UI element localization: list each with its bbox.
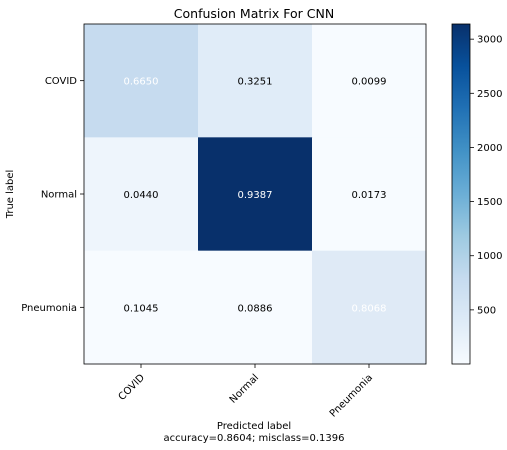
heatmap-cell xyxy=(198,250,313,365)
heatmap-cell xyxy=(84,250,199,365)
x-axis-ticks: COVID Normal Pneumonia xyxy=(117,364,375,420)
colorbar-ticks: 500 1000 1500 2000 2500 3000 xyxy=(470,35,502,316)
y-tick-label: COVID xyxy=(45,76,77,87)
heatmap-cell xyxy=(312,250,427,365)
cell-value-label: 0.0440 xyxy=(124,190,159,201)
x-tick-label: Pneumonia xyxy=(328,372,375,419)
cell-value-label: 0.1045 xyxy=(124,303,159,314)
heatmap-cell xyxy=(198,24,313,138)
cell-value-label: 0.8068 xyxy=(352,303,387,314)
x-tick-label: Normal xyxy=(228,372,261,405)
y-axis-ticks: COVID Normal Pneumonia xyxy=(21,76,84,314)
heatmap-cell xyxy=(84,137,199,252)
cell-value-label: 0.3251 xyxy=(238,77,273,88)
heatmap-cell xyxy=(312,24,427,138)
x-axis-sublabel: accuracy=0.8604; misclass=0.1396 xyxy=(164,433,345,444)
colorbar-tick-label: 3000 xyxy=(477,35,502,46)
heatmap-cell-labels: 0.6650 0.3251 0.0099 0.0440 0.9387 0.0173 0.10… xyxy=(124,77,387,315)
colorbar xyxy=(451,23,471,365)
colorbar-tick-label: 1000 xyxy=(477,251,502,262)
colorbar-tick-label: 500 xyxy=(477,305,496,316)
chart-title: Confusion Matrix For CNN xyxy=(174,6,334,21)
y-axis-label: True label xyxy=(5,170,16,220)
cell-value-label: 0.6650 xyxy=(124,77,159,88)
heatmap-cell xyxy=(84,24,199,138)
colorbar-tick-label: 2000 xyxy=(477,143,502,154)
cell-value-label: 0.0886 xyxy=(238,303,273,314)
y-tick-label: Normal xyxy=(41,190,77,201)
y-tick-label: Pneumonia xyxy=(21,303,77,314)
cell-value-label: 0.0099 xyxy=(352,77,387,88)
heatmap-cells xyxy=(84,24,427,365)
heatmap-cell xyxy=(198,137,313,252)
x-axis-label: Predicted label xyxy=(217,421,291,432)
cell-value-label: 0.9387 xyxy=(238,190,273,201)
colorbar-tick-label: 1500 xyxy=(477,197,502,208)
x-tick-label: COVID xyxy=(117,372,148,403)
heatmap-cell xyxy=(312,137,427,252)
colorbar-tick-label: 2500 xyxy=(477,89,502,100)
cell-value-label: 0.0173 xyxy=(352,190,387,201)
